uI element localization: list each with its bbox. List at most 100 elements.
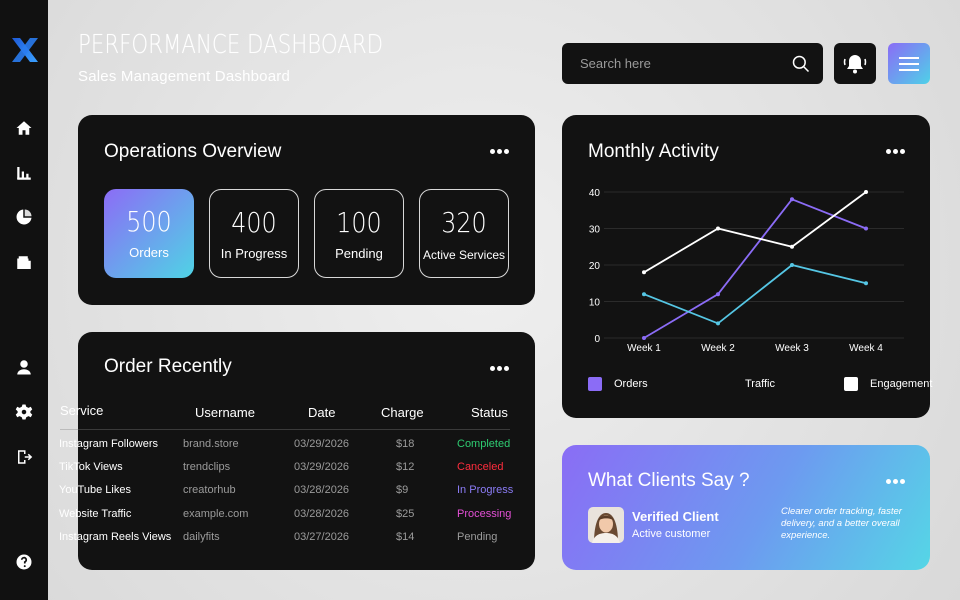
cell-username: dailyfits [183, 530, 220, 543]
table-header-divider [60, 429, 510, 430]
client-role: Active customer [632, 528, 711, 540]
y-tick-label: 10 [589, 298, 601, 309]
table-header-accent [60, 429, 78, 430]
testimonial-title: What Clients Say ? [588, 470, 750, 491]
stat-value: 100 [336, 206, 382, 239]
sidebar [0, 0, 48, 600]
legend-swatch-engagement [844, 377, 858, 391]
data-point-engagement[interactable] [790, 244, 794, 249]
activity-more-icon[interactable] [886, 149, 906, 155]
cell-service: Instagram Reels Views [59, 530, 172, 543]
activity-card: Monthly Activity 0 10 20 30 40 Week 1 Week 2 We… [562, 115, 933, 418]
cell-charge: $14 [396, 530, 415, 543]
legend-label-traffic: Traffic [745, 378, 775, 390]
data-point-engagement[interactable] [716, 226, 720, 231]
data-point-engagement[interactable] [864, 190, 868, 194]
monthly-activity-chart: 0 10 20 30 40 Week 1 Week 2 Week 3 Week 4 [589, 188, 904, 354]
cell-status: Processing [457, 507, 512, 520]
legend-swatch-orders [588, 377, 602, 391]
cell-charge: $12 [396, 461, 415, 474]
hamburger-icon [899, 56, 919, 71]
cell-charge: $18 [396, 438, 415, 450]
cell-date: 03/27/2026 [294, 530, 350, 543]
operations-card: Operations Overview 500 Orders 400 In Pr… [78, 115, 535, 305]
help-icon[interactable] [14, 552, 34, 572]
stat-value: 500 [126, 205, 172, 238]
wallet-icon[interactable] [14, 253, 34, 273]
cell-username: brand.store [183, 438, 239, 450]
stat-label: Active Services [422, 248, 506, 262]
stat-in-progress[interactable]: 400 In Progress [209, 189, 299, 278]
stat-value: 320 [441, 206, 487, 239]
client-name: Verified Client [632, 509, 719, 524]
orders-more-icon[interactable] [490, 366, 510, 372]
testimonial-quote: Clearer order tracking, faster delivery,… [781, 506, 902, 541]
series-line-engagement [643, 191, 867, 274]
cell-username: trendclips [183, 461, 231, 474]
data-point-orders[interactable] [790, 197, 794, 202]
page-subtitle: Sales Management Dashboard [78, 68, 290, 85]
data-point-orders[interactable] [642, 336, 646, 340]
stat-pending[interactable]: 100 Pending [314, 189, 404, 278]
x-tick-label: Week 1 [627, 343, 661, 354]
cell-date: 03/29/2026 [294, 461, 350, 474]
x-tick-label: Week 4 [849, 343, 883, 354]
col-header-date: Date [308, 405, 336, 420]
operations-title: Operations Overview [104, 141, 282, 162]
operations-more-icon[interactable] [490, 149, 510, 155]
data-point-traffic[interactable] [864, 281, 868, 286]
home-icon[interactable] [14, 118, 34, 138]
y-tick-label: 20 [589, 261, 601, 272]
orders-card: Order Recently [78, 332, 535, 570]
legend-label-engagement: Engagement [870, 378, 933, 390]
col-header-username: Username [195, 405, 255, 420]
stat-label: Pending [335, 246, 383, 261]
cell-charge: $9 [396, 484, 409, 497]
data-point-traffic[interactable] [642, 292, 646, 297]
bell-icon [843, 54, 867, 73]
cell-service: Website Traffic [59, 507, 132, 520]
testimonial-more-icon[interactable] [886, 479, 906, 485]
legend-swatch-traffic [719, 377, 733, 391]
cell-date: 03/28/2026 [294, 484, 350, 497]
data-point-traffic[interactable] [790, 263, 794, 267]
cell-status: In Progress [457, 484, 514, 497]
cell-date: 03/29/2026 [294, 438, 350, 450]
y-tick-label: 40 [589, 188, 601, 199]
stat-value: 400 [231, 206, 277, 239]
data-point-orders[interactable] [864, 226, 868, 231]
cell-status: Completed [457, 438, 511, 450]
user-icon[interactable] [14, 357, 34, 377]
cell-charge: $25 [396, 507, 415, 520]
y-tick-label: 0 [594, 334, 600, 345]
notifications-button[interactable] [834, 43, 876, 84]
cell-username: example.com [183, 507, 249, 520]
search-bar [562, 43, 823, 84]
data-point-traffic[interactable] [716, 321, 720, 326]
data-point-orders[interactable] [716, 292, 720, 297]
client-avatar [588, 507, 624, 543]
data-point-engagement[interactable] [642, 270, 646, 275]
menu-button[interactable] [888, 43, 930, 84]
stat-label: Orders [129, 245, 169, 260]
stat-orders[interactable]: 500 Orders [104, 189, 194, 278]
brand-logo[interactable] [10, 34, 40, 66]
page-title: PERFORMANCE DASHBOARD [78, 30, 384, 60]
cell-service: TikTok Views [59, 461, 123, 474]
search-input[interactable] [562, 43, 782, 84]
activity-title: Monthly Activity [588, 141, 719, 162]
col-header-status: Status [471, 405, 508, 420]
logout-icon[interactable] [14, 447, 34, 467]
bar-chart-icon[interactable] [14, 163, 34, 183]
x-tick-label: Week 3 [775, 343, 809, 354]
y-tick-label: 30 [589, 225, 601, 236]
search-icon[interactable] [791, 54, 811, 74]
stat-active-services[interactable]: 320 Active Services [419, 189, 509, 278]
x-tick-label: Week 2 [701, 343, 735, 354]
cell-service: YouTube Likes [59, 484, 131, 497]
gear-icon[interactable] [14, 402, 34, 422]
cell-date: 03/28/2026 [294, 507, 350, 520]
pie-chart-icon[interactable] [14, 207, 34, 227]
cell-service: Instagram Followers [59, 438, 159, 450]
col-header-service: Service [60, 403, 104, 418]
